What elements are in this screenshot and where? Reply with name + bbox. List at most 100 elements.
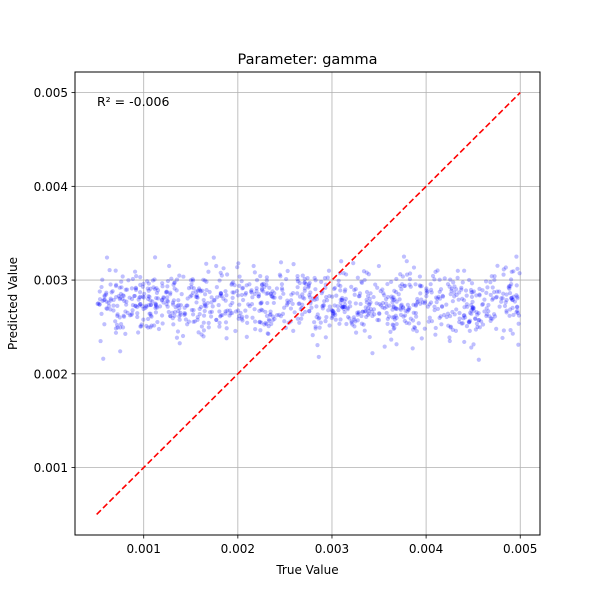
scatter-point	[196, 286, 202, 291]
scatter-point	[502, 303, 508, 309]
scatter-point	[338, 317, 343, 322]
scatter-point	[279, 286, 285, 291]
scatter-point	[138, 302, 143, 307]
scatter-point	[110, 289, 115, 294]
scatter-point	[509, 281, 514, 287]
scatter-point	[129, 312, 134, 318]
scatter-point	[267, 318, 272, 323]
scatter-point	[342, 299, 347, 304]
scatter-point	[501, 291, 506, 296]
scatter-point	[310, 333, 315, 338]
scatter-point	[147, 311, 152, 316]
scatter-point	[197, 312, 202, 317]
scatter-point	[499, 296, 504, 301]
scatter-point	[474, 293, 479, 298]
scatter-point	[509, 296, 514, 301]
scatter-point	[307, 293, 312, 298]
scatter-point	[99, 284, 104, 290]
scatter-point	[356, 294, 361, 299]
scatter-point	[394, 315, 399, 320]
scatter-point	[477, 286, 482, 291]
x-tick-label: 0.005	[503, 542, 537, 556]
scatter-point	[225, 308, 230, 313]
scatter-point	[280, 311, 286, 316]
scatter-point	[424, 290, 429, 295]
scatter-point	[146, 288, 151, 293]
scatter-point	[424, 288, 429, 293]
scatter-point	[180, 333, 186, 339]
scatter-point	[462, 339, 467, 345]
scatter-point	[371, 294, 376, 300]
scatter-point	[190, 277, 195, 282]
scatter-point	[400, 274, 405, 279]
scatter-point	[448, 324, 453, 329]
scatter-point	[207, 289, 212, 295]
scatter-point	[146, 316, 151, 322]
scatter-point	[243, 290, 249, 296]
scatter-point	[355, 318, 360, 323]
scatter-point	[338, 300, 343, 305]
scatter-point	[270, 289, 275, 294]
scatter-point	[332, 303, 337, 308]
scatter-point	[343, 296, 348, 301]
scatter-point	[419, 336, 424, 341]
scatter-point	[240, 285, 246, 290]
scatter-point	[217, 324, 222, 329]
scatter-point	[119, 279, 124, 284]
scatter-point	[432, 277, 437, 282]
scatter-point	[120, 274, 125, 279]
scatter-point	[191, 308, 196, 313]
scatter-point	[278, 295, 283, 300]
scatter-point	[451, 280, 456, 285]
scatter-point	[192, 319, 197, 324]
scatter-point	[295, 285, 300, 290]
scatter-point	[377, 311, 382, 316]
scatter-point	[249, 288, 254, 293]
scatter-point	[165, 298, 170, 303]
scatter-point	[224, 326, 229, 331]
scatter-point	[138, 282, 143, 287]
scatter-point	[503, 265, 508, 270]
scatter-point	[167, 263, 172, 269]
scatter-point	[295, 291, 300, 296]
scatter-point	[488, 292, 493, 298]
scatter-point	[145, 279, 150, 284]
scatter-point	[515, 294, 520, 299]
scatter-point	[484, 313, 489, 319]
scatter-point	[170, 310, 175, 315]
scatter-point	[504, 292, 509, 297]
scatter-point	[117, 296, 122, 302]
scatter-point	[262, 322, 267, 327]
scatter-point	[229, 282, 234, 287]
scatter-point	[323, 319, 328, 324]
scatter-point	[272, 291, 277, 296]
scatter-point	[214, 263, 219, 269]
scatter-point	[253, 319, 258, 324]
scatter-point	[419, 284, 424, 289]
scatter-point	[230, 310, 235, 316]
scatter-point	[381, 291, 386, 296]
scatter-point	[419, 297, 424, 302]
scatter-point	[335, 304, 340, 309]
scatter-point	[251, 263, 256, 269]
scatter-point	[248, 289, 254, 294]
scatter-point	[104, 306, 109, 311]
scatter-point	[117, 315, 122, 320]
scatter-point	[153, 310, 158, 315]
scatter-point	[212, 297, 217, 303]
scatter-point	[480, 322, 486, 327]
scatter-point	[245, 320, 250, 325]
scatter-point	[492, 312, 497, 317]
scatter-point	[413, 282, 418, 287]
scatter-point	[177, 317, 182, 322]
scatter-point	[114, 282, 119, 287]
scatter-point	[260, 308, 265, 313]
scatter-point	[122, 298, 127, 304]
scatter-point	[223, 309, 228, 314]
scatter-point	[469, 311, 474, 316]
scatter-point	[175, 329, 181, 334]
scatter-point	[252, 291, 257, 297]
scatter-point	[314, 297, 320, 302]
scatter-point	[368, 291, 373, 296]
scatter-point	[438, 314, 443, 319]
